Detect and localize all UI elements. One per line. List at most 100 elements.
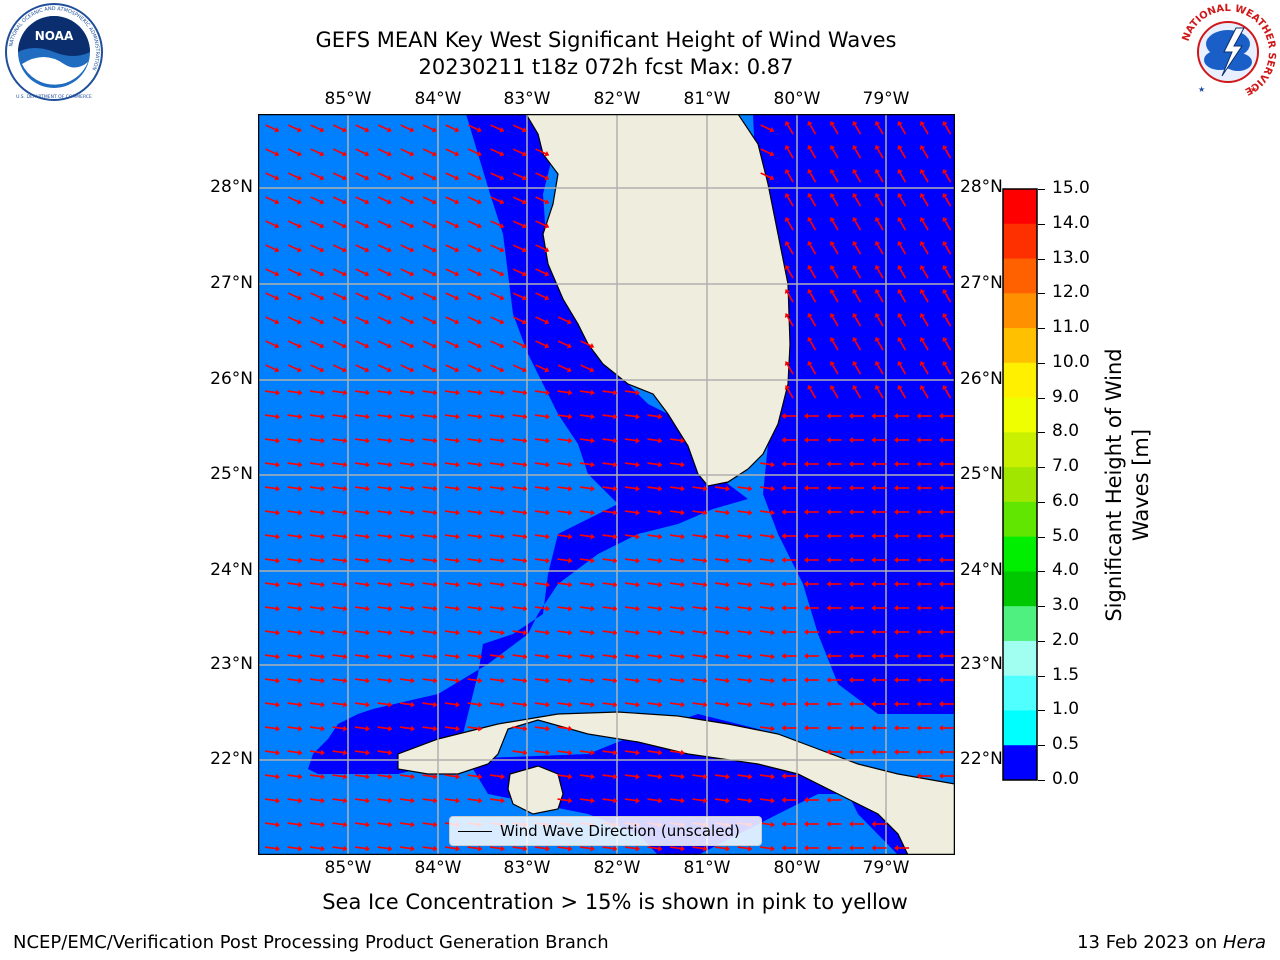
wave-direction-arrow [894, 437, 909, 443]
wave-direction-arrow [264, 677, 280, 684]
latitude-tick-label: 22°N [960, 749, 1003, 769]
wave-direction-arrow [669, 845, 685, 852]
wave-direction-arrow [919, 217, 929, 231]
wave-direction-arrow [377, 124, 392, 133]
wave-direction-arrow [400, 196, 415, 205]
wave-direction-arrow [534, 629, 550, 636]
wave-direction-arrow [759, 797, 775, 804]
wave-direction-arrow [422, 292, 437, 301]
wave-direction-arrow [287, 509, 303, 516]
wave-direction-arrow [422, 340, 437, 349]
colorbar-tick-mark [1038, 710, 1045, 712]
wave-direction-arrow [759, 605, 775, 612]
wave-direction-arrow [624, 749, 640, 756]
wave-direction-arrow [784, 265, 794, 279]
wave-direction-arrow [916, 701, 932, 707]
wave-direction-arrow [897, 289, 907, 303]
wave-direction-arrow [897, 385, 907, 399]
wave-direction-arrow [852, 361, 862, 375]
wave-direction-arrow [942, 265, 952, 279]
wave-direction-arrow [489, 701, 505, 708]
wave-direction-arrow [287, 124, 302, 133]
wave-direction-arrow [512, 148, 527, 157]
wave-direction-arrow [332, 653, 348, 660]
wave-direction-arrow [377, 701, 393, 708]
wave-direction-arrow [871, 533, 887, 539]
wave-direction-arrow [467, 581, 483, 588]
wave-direction-arrow [624, 581, 640, 588]
wave-direction-arrow [759, 461, 775, 468]
wave-direction-arrow [849, 437, 864, 443]
wave-direction-arrow [624, 485, 640, 492]
wave-direction-arrow [826, 437, 842, 443]
wave-direction-arrow [377, 268, 392, 277]
wave-direction-arrow [489, 581, 505, 588]
colorbar-tick-mark [1038, 293, 1045, 295]
legend-line-swatch [458, 831, 492, 832]
wave-direction-arrow [309, 653, 325, 660]
wave-direction-arrow [444, 389, 460, 396]
svg-text:★: ★ [1198, 85, 1205, 94]
wave-direction-arrow [332, 172, 347, 181]
wave-direction-arrow [467, 605, 483, 612]
wave-direction-arrow [579, 389, 595, 396]
wave-direction-arrow [512, 244, 527, 253]
wave-direction-arrow [377, 605, 393, 612]
wave-direction-arrow [512, 461, 528, 468]
sea-ice-note-text: Sea Ice Concentration > 15% is shown in … [322, 890, 908, 914]
wave-direction-arrow [849, 725, 864, 731]
wave-direction-arrow [332, 845, 348, 852]
wave-direction-arrow [444, 653, 460, 660]
wave-direction-arrow [422, 533, 438, 540]
wave-direction-arrow [714, 701, 730, 708]
wave-direction-arrow [377, 316, 392, 325]
wave-direction-arrow [759, 845, 775, 852]
wave-direction-arrow [942, 361, 952, 375]
wave-direction-arrow [264, 653, 280, 660]
wave-direction-arrow [602, 701, 618, 708]
wave-direction-arrow [354, 677, 370, 684]
wave-direction-arrow [287, 677, 303, 684]
wave-direction-arrow [422, 268, 437, 277]
wave-direction-arrow [760, 148, 775, 157]
latitude-tick-label: 25°N [210, 464, 253, 484]
wave-direction-arrow [852, 241, 862, 255]
wave-direction-arrow [916, 557, 932, 563]
wave-direction-arrow [400, 340, 415, 349]
wave-direction-arrow [784, 217, 794, 231]
wave-direction-arrow [265, 364, 280, 373]
colorbar-tick-label: 4.0 [1052, 560, 1080, 581]
wave-direction-arrow [647, 581, 663, 588]
wave-direction-arrow [916, 677, 932, 683]
wave-direction-arrow [849, 485, 864, 491]
wave-direction-arrow [939, 533, 954, 539]
wave-direction-arrow [512, 677, 528, 684]
wave-direction-arrow [467, 845, 483, 852]
wave-direction-arrow [399, 461, 415, 468]
wave-direction-arrow [444, 773, 460, 780]
wave-direction-arrow [287, 821, 303, 828]
wave-direction-arrow [310, 124, 325, 133]
wave-direction-arrow [310, 220, 325, 229]
wave-direction-arrow [535, 196, 550, 205]
wave-direction-arrow [377, 364, 392, 373]
wave-direction-arrow [759, 653, 775, 660]
colorbar-tick-label: 0.0 [1052, 769, 1080, 789]
wave-direction-arrow [377, 725, 393, 732]
wave-direction-arrow [490, 124, 505, 133]
wave-direction-arrow [804, 533, 819, 539]
legend-label: Wind Wave Direction (unscaled) [500, 822, 740, 840]
wave-direction-arrow [807, 313, 817, 327]
wave-direction-arrow [287, 629, 303, 636]
wave-direction-arrow [444, 461, 460, 468]
wave-direction-arrow [602, 461, 618, 468]
wave-direction-arrow [377, 196, 392, 205]
colorbar-cell [1003, 571, 1037, 607]
wave-direction-arrow [422, 389, 438, 396]
wave-direction-arrow [490, 220, 505, 229]
wave-direction-arrow [602, 413, 618, 420]
wave-direction-arrow [422, 701, 438, 708]
wave-direction-arrow [624, 773, 640, 780]
wave-direction-arrow [377, 244, 392, 253]
wave-direction-arrow [916, 773, 932, 779]
